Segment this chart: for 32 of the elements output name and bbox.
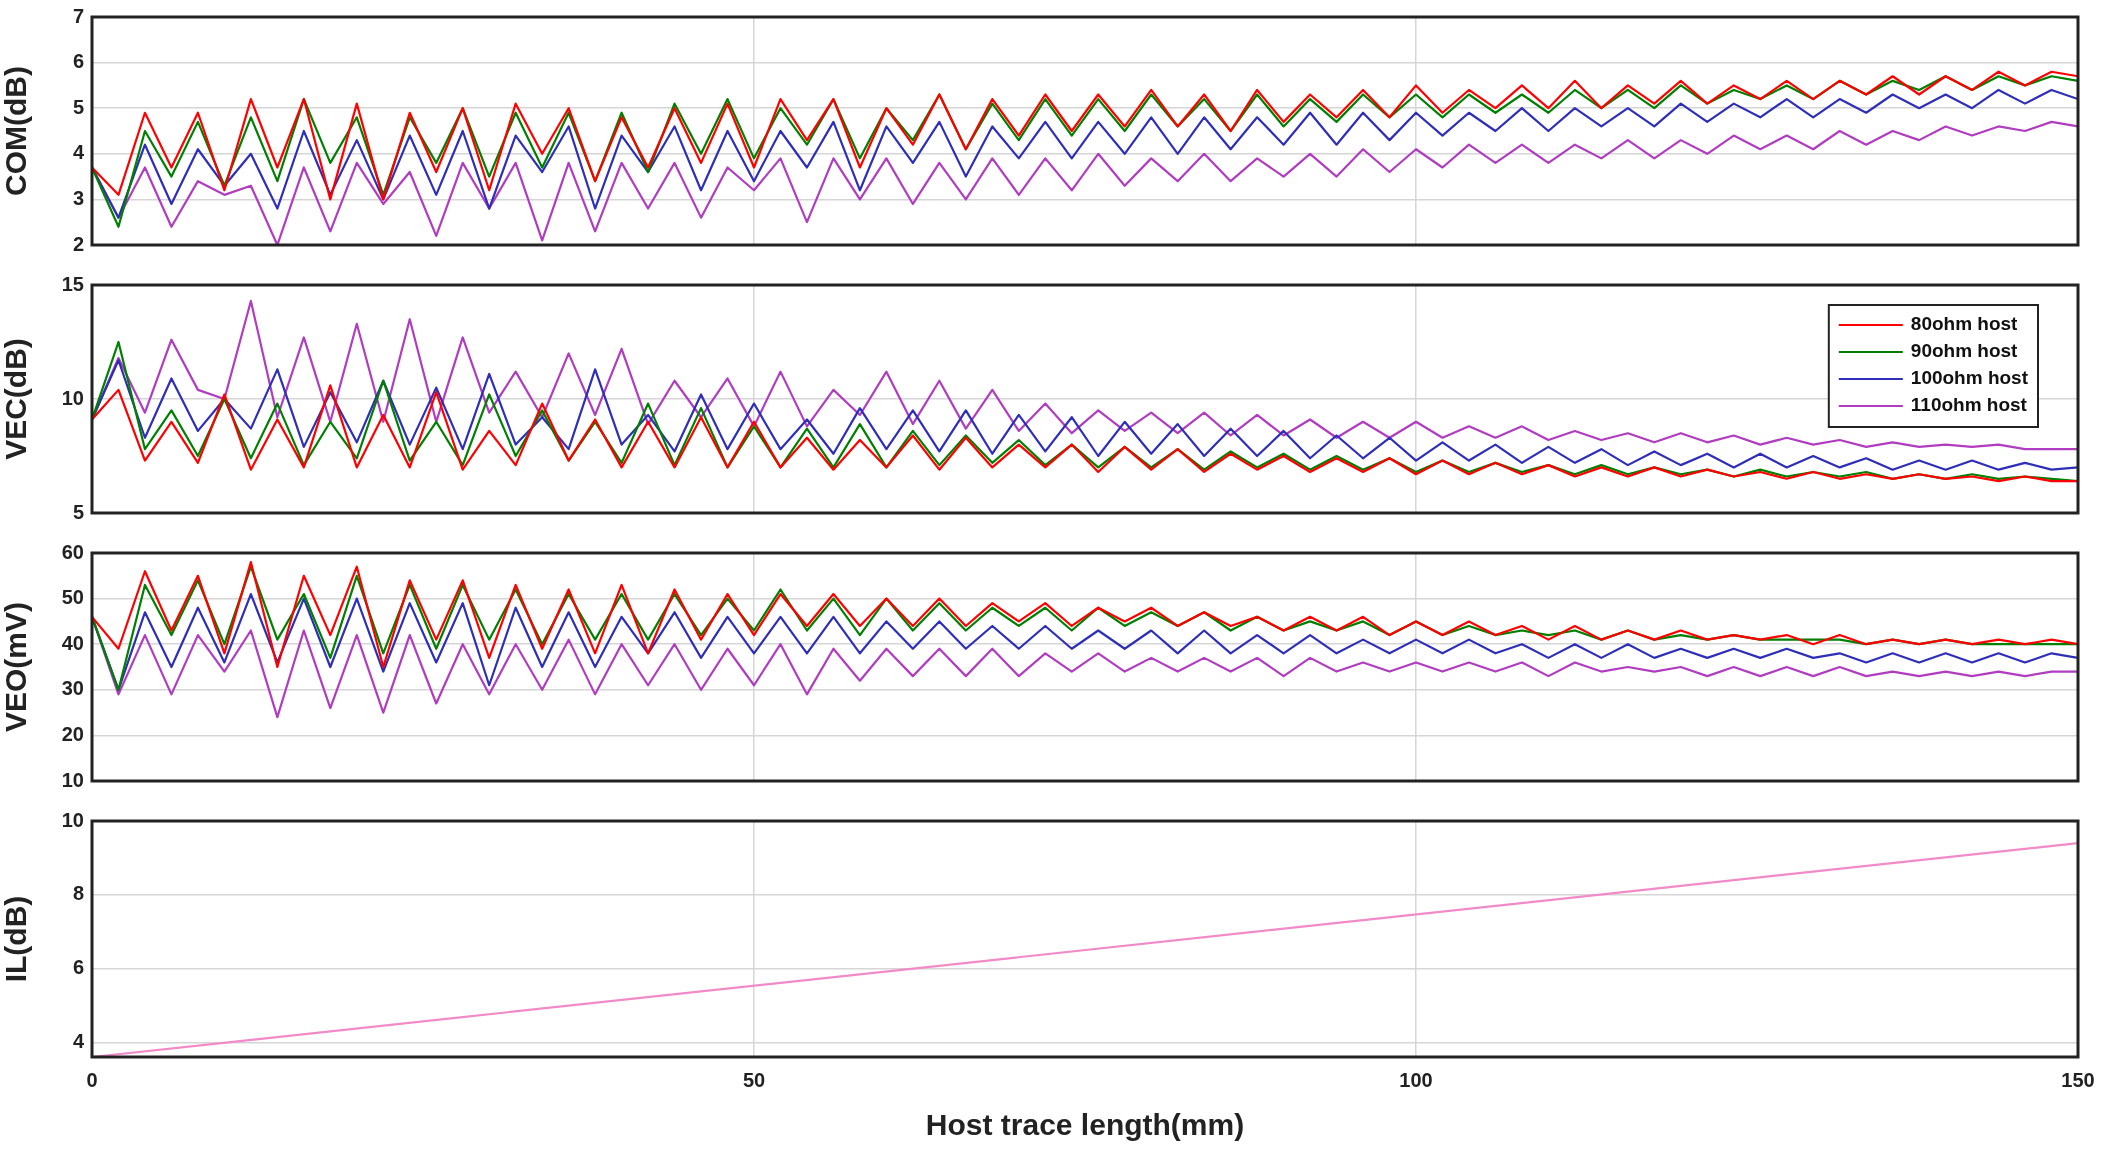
y-axis-title: VEO(mV) xyxy=(0,601,33,733)
x-tick-label: 50 xyxy=(742,1068,766,1091)
y-tick-label: 60 xyxy=(61,540,84,563)
y-axis-title: IL(dB) xyxy=(0,895,33,983)
y-tick-label: 5 xyxy=(72,95,84,118)
y-tick-label: 15 xyxy=(61,272,84,295)
y-tick-label: 7 xyxy=(72,4,84,27)
y-tick-label: 4 xyxy=(72,1029,85,1052)
y-tick-label: 5 xyxy=(72,500,84,523)
y-axis-title: VEC(dB) xyxy=(0,338,33,460)
legend-label: 100ohm host xyxy=(1910,367,2029,389)
legend-label: 90ohm host xyxy=(1910,340,2019,362)
y-axis-title: COM(dB) xyxy=(0,66,33,196)
legend-label: 80ohm host xyxy=(1910,313,2019,335)
x-tick-label: 100 xyxy=(1399,1068,1433,1091)
y-tick-label: 40 xyxy=(61,631,84,654)
y-tick-label: 50 xyxy=(61,586,84,609)
y-tick-label: 10 xyxy=(61,386,84,409)
x-tick-label: 0 xyxy=(86,1068,98,1091)
y-tick-label: 2 xyxy=(72,232,84,255)
y-tick-label: 3 xyxy=(72,186,84,209)
y-tick-label: 30 xyxy=(61,677,84,700)
legend-label: 110ohm host xyxy=(1910,394,2028,416)
y-tick-label: 10 xyxy=(61,768,84,791)
y-tick-label: 20 xyxy=(61,722,84,745)
x-axis-title: Host trace length(mm) xyxy=(925,1108,1245,1142)
y-tick-label: 10 xyxy=(61,808,84,831)
y-tick-label: 8 xyxy=(72,882,84,905)
y-tick-label: 6 xyxy=(72,50,84,73)
x-tick-label: 150 xyxy=(2061,1068,2095,1091)
y-tick-label: 4 xyxy=(72,141,85,164)
y-tick-label: 6 xyxy=(72,956,84,979)
